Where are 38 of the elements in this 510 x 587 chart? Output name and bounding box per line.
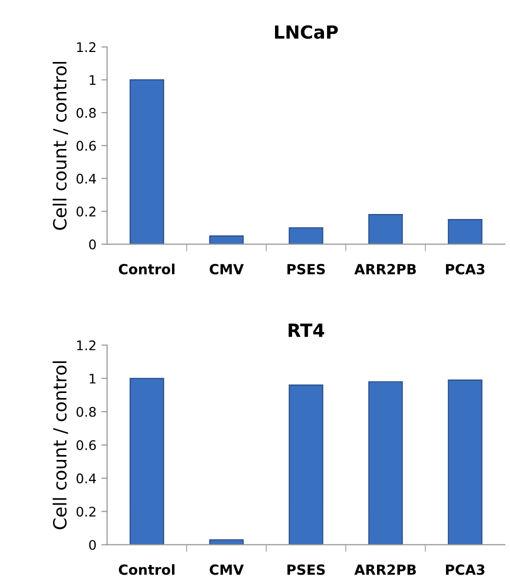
x-tick-label: CMV	[210, 564, 244, 575]
y-tick-label: 0.6	[76, 140, 96, 151]
bar	[448, 218, 482, 244]
x-tick-label: PSES	[287, 564, 325, 575]
x-tick-label: Control	[118, 564, 174, 575]
y-tick-label: 1.2	[77, 340, 96, 350]
y-tick-label: 1	[90, 75, 96, 85]
x-tick-label: CMV	[210, 264, 244, 274]
y-tick-label: 0.6	[76, 440, 96, 450]
bar	[368, 381, 403, 545]
x-tick-label: ARR2PB	[354, 264, 416, 274]
bar	[448, 380, 482, 545]
y-tick-label: 0.4	[76, 473, 96, 484]
chart-title: LNCaP	[275, 25, 338, 39]
y-axis-title: Cell count / control	[52, 361, 68, 530]
y-tick-label: 0.2	[76, 506, 96, 517]
x-tick-label: Control	[118, 264, 174, 274]
x-tick-label: PCA3	[446, 264, 484, 274]
bar	[209, 539, 244, 545]
y-tick-label: 1	[90, 374, 96, 384]
chart-title: RT4	[288, 324, 324, 337]
bar	[130, 378, 164, 545]
y-tick-label: 0.4	[76, 174, 96, 184]
y-tick-label: 0.2	[76, 206, 96, 217]
y-tick-label: 1.2	[77, 42, 96, 52]
bar	[209, 235, 244, 244]
x-tick-label: PSES	[287, 264, 325, 274]
y-tick-label: 0.8	[76, 108, 96, 118]
x-tick-label: ARR2PB	[354, 564, 416, 575]
bar	[288, 227, 324, 244]
y-tick-label: 0	[89, 540, 96, 550]
bar	[368, 214, 403, 244]
y-tick-label: 0	[89, 239, 96, 250]
bar	[130, 79, 164, 244]
y-axis-title: Cell count / control	[52, 62, 68, 230]
bar	[288, 384, 324, 545]
y-tick-label: 0.8	[76, 406, 96, 417]
x-tick-label: PCA3	[446, 564, 484, 575]
